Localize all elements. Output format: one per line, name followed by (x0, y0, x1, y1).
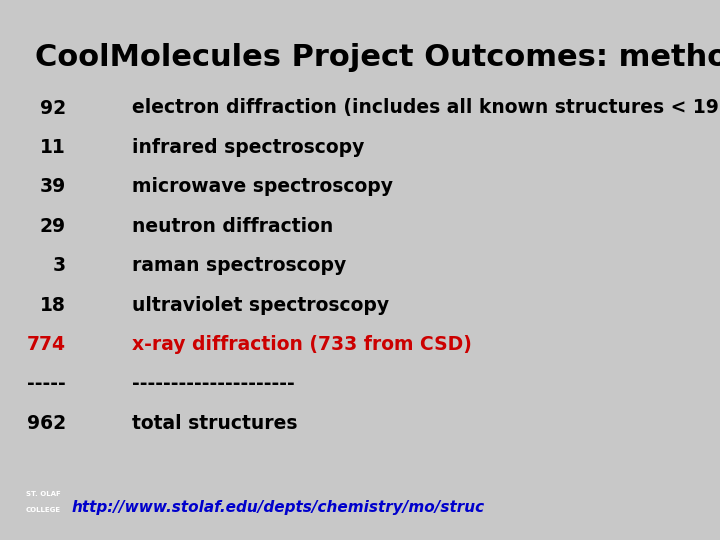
Text: x-ray diffraction (733 from CSD): x-ray diffraction (733 from CSD) (132, 335, 472, 354)
Text: CoolMolecules Project Outcomes: methods: CoolMolecules Project Outcomes: methods (35, 43, 720, 72)
Text: 962: 962 (27, 414, 66, 433)
Text: 3: 3 (53, 256, 66, 275)
Text: 39: 39 (40, 177, 66, 197)
Text: total structures: total structures (132, 414, 297, 433)
Text: ultraviolet spectroscopy: ultraviolet spectroscopy (132, 295, 389, 315)
Text: neutron diffraction: neutron diffraction (132, 217, 333, 236)
Text: ---------------------: --------------------- (132, 374, 294, 394)
Text: ST. OLAF: ST. OLAF (26, 491, 60, 497)
Text: 774: 774 (27, 335, 66, 354)
Text: COLLEGE: COLLEGE (26, 507, 60, 514)
Text: electron diffraction (includes all known structures < 1950): electron diffraction (includes all known… (132, 98, 720, 118)
Text: http://www.stolaf.edu/depts/chemistry/mo/struc: http://www.stolaf.edu/depts/chemistry/mo… (71, 500, 485, 515)
Text: 29: 29 (40, 217, 66, 236)
Text: 92: 92 (40, 98, 66, 118)
Text: raman spectroscopy: raman spectroscopy (132, 256, 346, 275)
Text: -----: ----- (27, 374, 66, 394)
Text: infrared spectroscopy: infrared spectroscopy (132, 138, 364, 157)
Text: 18: 18 (40, 295, 66, 315)
Text: 11: 11 (40, 138, 66, 157)
Text: microwave spectroscopy: microwave spectroscopy (132, 177, 392, 197)
